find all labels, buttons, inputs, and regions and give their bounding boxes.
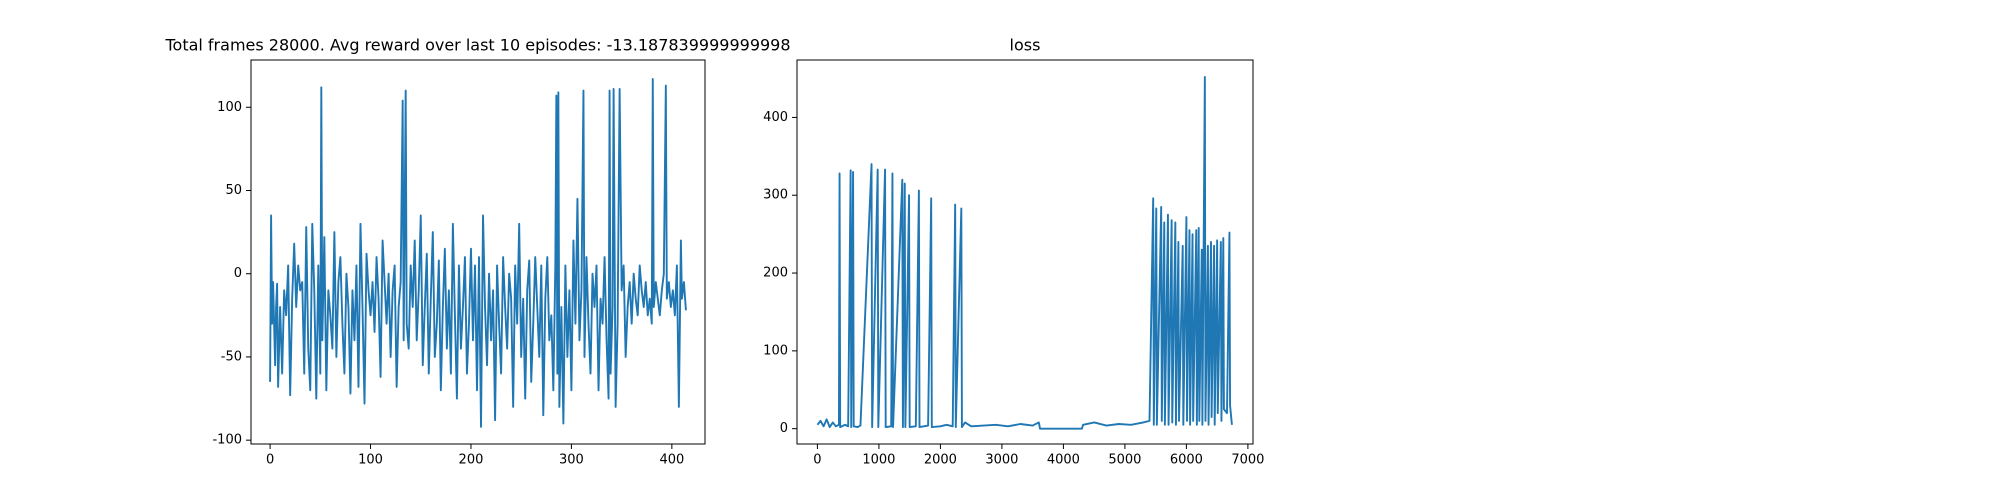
y-tick-label: 300 — [763, 188, 788, 203]
x-tick-label: 3000 — [985, 453, 1018, 468]
y-tick-label: 50 — [225, 183, 242, 198]
y-tick-label: 100 — [217, 100, 242, 115]
axes-frame — [796, 59, 1254, 445]
axes-frame — [250, 59, 706, 445]
y-tick-label: 0 — [780, 421, 788, 436]
x-tick-label: 7000 — [1231, 453, 1264, 468]
line — [269, 78, 687, 428]
x-tick-label: 400 — [659, 453, 684, 468]
line — [816, 76, 1233, 430]
y-tick-label: 400 — [763, 110, 788, 125]
y-tick-label: -50 — [221, 349, 242, 364]
chart-title: loss — [1010, 36, 1041, 55]
x-tick-label: 100 — [358, 453, 383, 468]
x-tick-label: 200 — [459, 453, 484, 468]
y-tick-label: -100 — [212, 433, 242, 448]
x-tick-label: 300 — [559, 453, 584, 468]
y-tick-label: 0 — [234, 266, 242, 281]
chart-title: Total frames 28000. Avg reward over last… — [164, 36, 790, 55]
x-tick-label: 2000 — [924, 453, 957, 468]
y-tick-label: 100 — [763, 343, 788, 358]
x-tick-label: 0 — [266, 453, 274, 468]
y-tick-label: 200 — [763, 266, 788, 281]
x-tick-label: 6000 — [1170, 453, 1203, 468]
x-tick-label: 4000 — [1047, 453, 1080, 468]
x-tick-label: 0 — [813, 453, 821, 468]
x-tick-label: 5000 — [1108, 453, 1141, 468]
x-tick-label: 1000 — [862, 453, 895, 468]
